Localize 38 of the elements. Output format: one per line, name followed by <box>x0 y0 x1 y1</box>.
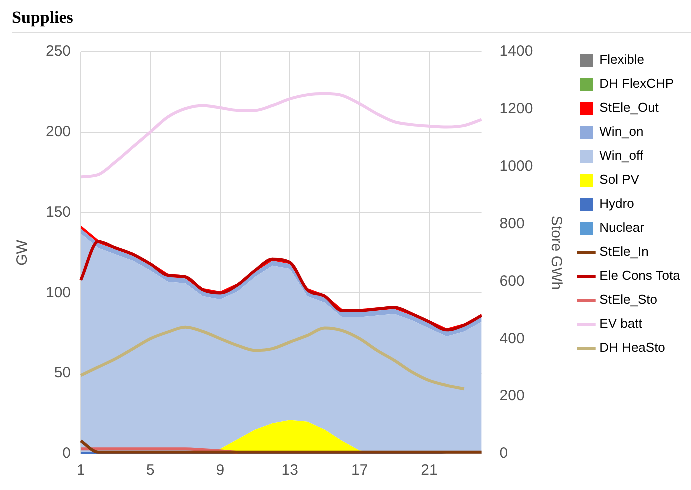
y-tick-label: 200 <box>46 124 72 141</box>
x-tick-label: 1 <box>76 462 86 480</box>
y-tick-label: 0 <box>62 445 72 462</box>
legend-label: StEle_In <box>600 244 649 260</box>
legend-label: StEle_Sto <box>600 292 658 308</box>
line-series <box>80 92 484 179</box>
legend-label: StEle_Out <box>600 100 660 116</box>
y-tick-label: 100 <box>46 284 72 302</box>
y-axis-title: GW <box>14 239 32 266</box>
y2-tick-label: 1400 <box>500 43 534 60</box>
legend-label: Ele Cons Tota <box>600 268 682 284</box>
y2-tick-label: 0 <box>500 445 508 462</box>
x-tick-label: 5 <box>146 462 155 480</box>
line-series <box>80 326 466 391</box>
y-tick-label: 150 <box>46 204 72 221</box>
y-tick-label: 50 <box>54 364 72 382</box>
legend-label: Nuclear <box>600 220 646 236</box>
y2-tick-label: 600 <box>500 272 525 290</box>
x-tick-label: 13 <box>282 462 298 480</box>
x-tick-label: 21 <box>421 462 438 480</box>
legend-label: Sol PV <box>600 172 640 188</box>
y2-tick-label: 200 <box>500 388 525 405</box>
y-tick-label: 250 <box>46 43 72 60</box>
legend-label: Flexible <box>600 52 644 68</box>
x-tick-label: 9 <box>216 462 225 480</box>
y2-tick-label: 400 <box>500 330 525 348</box>
y2-tick-label: 800 <box>500 215 525 232</box>
legend-label: Win_on <box>600 124 644 140</box>
y2-tick-label: 1200 <box>500 100 534 118</box>
legend-label: EV batt <box>600 316 643 332</box>
x-tick-label: 17 <box>351 462 368 480</box>
legend-label: DH HeaSto <box>600 340 666 356</box>
y2-tick-label: 1000 <box>500 158 534 175</box>
legend-label: Hydro <box>600 196 634 212</box>
y2-axis-title: Store GWh <box>548 216 566 290</box>
legend-label: DH FlexCHP <box>600 76 674 92</box>
chart-title: Supplies <box>12 8 691 33</box>
legend-label: Win_off <box>600 148 644 164</box>
